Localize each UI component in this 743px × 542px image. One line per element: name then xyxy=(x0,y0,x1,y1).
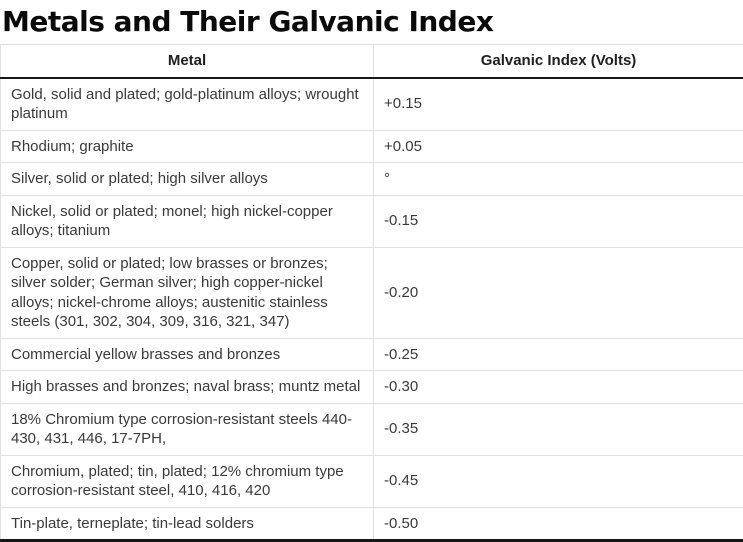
galvanic-index-table: Metal Galvanic Index (Volts) Gold, solid… xyxy=(0,44,743,542)
galvanic-index-cell: -0.15 xyxy=(374,195,743,247)
galvanic-index-cell: -0.45 xyxy=(374,455,743,507)
metal-cell: Silver, solid or plated; high silver all… xyxy=(1,163,374,196)
metal-cell: Gold, solid and plated; gold-platinum al… xyxy=(1,78,374,131)
galvanic-index-cell: +0.15 xyxy=(374,78,743,131)
galvanic-index-cell: -0.25 xyxy=(374,338,743,371)
table-header-row: Metal Galvanic Index (Volts) xyxy=(1,45,743,78)
table-row: 18% Chromium type corrosion-resistant st… xyxy=(1,403,743,455)
metal-cell: Commercial yellow brasses and bronzes xyxy=(1,338,374,371)
table-row: Silver, solid or plated; high silver all… xyxy=(1,163,743,196)
galvanic-index-cell: -0.30 xyxy=(374,371,743,404)
column-header-galvanic-index: Galvanic Index (Volts) xyxy=(374,45,743,78)
table-body: Gold, solid and plated; gold-platinum al… xyxy=(1,78,743,541)
table-row: Nickel, solid or plated; monel; high nic… xyxy=(1,195,743,247)
table-row: Chromium, plated; tin, plated; 12% chrom… xyxy=(1,455,743,507)
metal-cell: High brasses and bronzes; naval brass; m… xyxy=(1,371,374,404)
galvanic-index-cell: -0.50 xyxy=(374,507,743,541)
galvanic-index-cell: +0.05 xyxy=(374,130,743,163)
table-row: Commercial yellow brasses and bronzes -0… xyxy=(1,338,743,371)
metal-cell: Copper, solid or plated; low brasses or … xyxy=(1,247,374,338)
table-row: Tin-plate, terneplate; tin-lead solders … xyxy=(1,507,743,541)
page-title: Metals and Their Galvanic Index xyxy=(2,3,743,40)
metal-cell: Rhodium; graphite xyxy=(1,130,374,163)
metal-cell: Nickel, solid or plated; monel; high nic… xyxy=(1,195,374,247)
metal-cell: Tin-plate, terneplate; tin-lead solders xyxy=(1,507,374,541)
metal-cell: Chromium, plated; tin, plated; 12% chrom… xyxy=(1,455,374,507)
table-row: Gold, solid and plated; gold-platinum al… xyxy=(1,78,743,131)
table-row: Rhodium; graphite +0.05 xyxy=(1,130,743,163)
galvanic-index-cell: -0.20 xyxy=(374,247,743,338)
page: Metals and Their Galvanic Index Metal Ga… xyxy=(0,3,743,542)
galvanic-index-cell: -0.35 xyxy=(374,403,743,455)
galvanic-index-cell: ° xyxy=(374,163,743,196)
metal-cell: 18% Chromium type corrosion-resistant st… xyxy=(1,403,374,455)
column-header-metal: Metal xyxy=(1,45,374,78)
table-row: Copper, solid or plated; low brasses or … xyxy=(1,247,743,338)
table-row: High brasses and bronzes; naval brass; m… xyxy=(1,371,743,404)
